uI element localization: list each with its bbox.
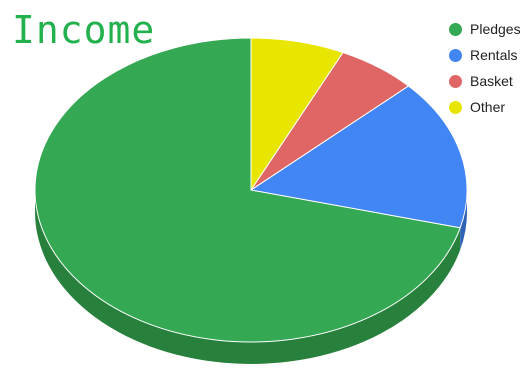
pie-slice-other[interactable] bbox=[250, 37, 344, 191]
chart-title: Income bbox=[12, 8, 156, 52]
pie-slice-pledges[interactable] bbox=[34, 37, 461, 343]
legend-swatch-rentals bbox=[449, 48, 462, 62]
legend-label-rentals: Rentals bbox=[470, 47, 518, 63]
legend-label-other: Other bbox=[470, 99, 506, 115]
pie-side-rentals bbox=[460, 190, 467, 250]
legend-label-pledges: Pledges bbox=[470, 21, 521, 37]
legend-item-pledges[interactable]: Pledges bbox=[449, 16, 524, 42]
legend-label-basket: Basket bbox=[470, 73, 513, 89]
legend-swatch-pledges bbox=[449, 22, 462, 36]
legend-swatch-basket bbox=[449, 74, 462, 88]
legend-item-basket[interactable]: Basket bbox=[449, 68, 524, 94]
pie-slices bbox=[34, 37, 468, 343]
chart-legend: Pledges Rentals Basket Other bbox=[449, 16, 524, 120]
legend-item-other[interactable]: Other bbox=[449, 94, 524, 120]
legend-swatch-other bbox=[449, 100, 462, 114]
pie-slice-rentals[interactable] bbox=[250, 85, 468, 229]
legend-item-rentals[interactable]: Rentals bbox=[449, 42, 524, 68]
pie-depth bbox=[35, 190, 467, 364]
